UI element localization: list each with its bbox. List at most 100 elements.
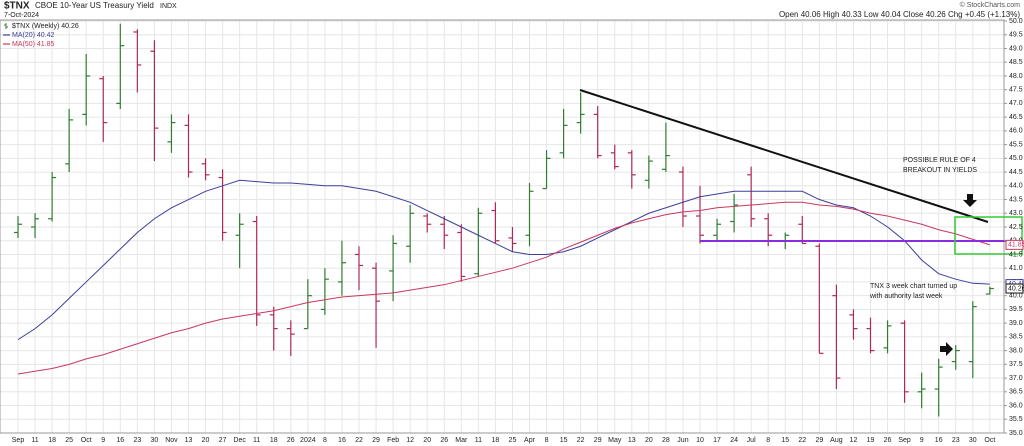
- y-tick-label: 45.5: [1009, 141, 1023, 148]
- x-tick-label: May: [608, 437, 622, 444]
- x-tick-label: Nov: [165, 437, 178, 444]
- quote: Open 40.06 High 40.33 Low 40.04 Close 40…: [779, 10, 1020, 19]
- x-tick-label: 9: [920, 437, 924, 444]
- x-tick-label: 8: [545, 437, 549, 444]
- x-tick-label: 12: [406, 437, 414, 444]
- y-tick-label: 35.5: [1009, 416, 1023, 423]
- y-tick-label: 35.0: [1009, 430, 1023, 437]
- x-tick-label: Mar: [455, 437, 468, 444]
- x-tick-label: 10: [696, 437, 704, 444]
- x-tick-label: 18: [492, 437, 500, 444]
- annotation: with authority last week: [869, 293, 943, 300]
- y-tick-label: 44.0: [1009, 183, 1023, 190]
- y-tick-label: 49.0: [1009, 45, 1023, 52]
- x-tick-label: 16: [116, 437, 124, 444]
- date: 7-Oct-2024: [4, 12, 39, 19]
- x-tick-label: 13: [185, 437, 193, 444]
- x-tick-label: 25: [509, 437, 517, 444]
- x-tick-label: 16: [338, 437, 346, 444]
- y-tick-label: 36.0: [1009, 402, 1023, 409]
- x-tick-label: 12: [850, 437, 858, 444]
- y-tick-label: 46.5: [1009, 114, 1023, 121]
- x-tick-label: 2024: [300, 437, 316, 444]
- x-tick-label: 17: [713, 437, 721, 444]
- last-value-box: [1005, 239, 1024, 250]
- x-tick-label: 8: [323, 437, 327, 444]
- y-tick-label: 41.5: [1009, 251, 1023, 258]
- legend-entry: MA(20) 40.42: [12, 32, 55, 39]
- right-arrow: [940, 342, 953, 356]
- last-value-box: [1005, 283, 1024, 294]
- y-tick-label: 36.5: [1009, 389, 1023, 396]
- breakout-box: [954, 216, 1023, 255]
- y-tick-label: 39.5: [1009, 306, 1023, 313]
- exchange: INDX: [160, 3, 177, 10]
- x-tick-label: 13: [628, 437, 636, 444]
- x-tick-label: Oct: [81, 437, 92, 444]
- x-tick-label: Sep: [898, 437, 911, 444]
- x-tick-label: Apr: [524, 437, 536, 444]
- x-tick-label: Jul: [747, 437, 756, 444]
- down-arrow: [963, 194, 977, 207]
- ma-line: [17, 201, 991, 375]
- y-tick-label: 49.5: [1009, 32, 1023, 39]
- y-tick-label: 48.5: [1009, 59, 1023, 66]
- x-tick-label: 29: [815, 437, 823, 444]
- y-tick-label: 40.0: [1009, 293, 1023, 300]
- x-tick-label: 23: [952, 437, 960, 444]
- x-tick-label: 20: [202, 437, 210, 444]
- x-tick-label: 26: [440, 437, 448, 444]
- annotation: BREAKOUT IN YIELDS: [903, 167, 977, 174]
- y-tick-label: 46.0: [1009, 128, 1023, 135]
- credit: © StockCharts.com: [960, 1, 1021, 9]
- y-tick-label: 43.0: [1009, 210, 1023, 217]
- x-tick-label: 24: [730, 437, 738, 444]
- symbol: $TNX: [4, 1, 30, 12]
- legend-swatch: [4, 23, 8, 29]
- y-tick-label: 47.5: [1009, 87, 1023, 94]
- x-tick-label: 15: [560, 437, 568, 444]
- y-tick-label: 38.0: [1009, 347, 1023, 354]
- ma-line: [17, 179, 990, 341]
- annotation: TNX 3 week chart turned up: [870, 283, 957, 290]
- x-tick-label: 8: [766, 437, 770, 444]
- x-tick-label: 19: [867, 437, 875, 444]
- x-tick-label: 18: [270, 437, 278, 444]
- y-tick-label: 45.0: [1009, 155, 1023, 162]
- y-tick-label: 50.0: [1009, 18, 1023, 25]
- x-tick-label: 16: [935, 437, 943, 444]
- y-tick-label: 39.0: [1009, 320, 1023, 327]
- x-tick-label: 22: [355, 437, 363, 444]
- x-tick-label: 30: [969, 437, 977, 444]
- x-tick-label: 25: [65, 437, 73, 444]
- x-tick-label: Aug: [830, 437, 843, 444]
- y-tick-label: 42.5: [1009, 224, 1023, 231]
- x-tick-label: 22: [577, 437, 585, 444]
- y-tick-label: 41.0: [1009, 265, 1023, 272]
- x-tick-label: 11: [475, 437, 482, 444]
- x-tick-label: 26: [287, 437, 295, 444]
- y-tick-label: 48.0: [1009, 73, 1023, 80]
- x-tick-label: 15: [781, 437, 789, 444]
- y-tick-label: 44.5: [1009, 169, 1023, 176]
- y-tick-label: 37.5: [1009, 361, 1023, 368]
- legend-entry: $TNX (Weekly) 40.26: [12, 23, 79, 30]
- annotation: POSSIBLE RULE OF 4: [903, 157, 976, 164]
- x-tick-label: 27: [219, 437, 227, 444]
- x-tick-label: Sep: [12, 437, 25, 444]
- x-tick-label: 28: [662, 437, 670, 444]
- last-value-label: 41.85: [1008, 242, 1024, 249]
- x-tick-label: 9: [101, 437, 105, 444]
- x-tick-label: Oct: [984, 437, 995, 444]
- x-tick-label: 11: [31, 437, 38, 444]
- x-tick-label: 23: [133, 437, 141, 444]
- x-tick-label: Jun: [677, 437, 688, 444]
- x-tick-label: Dec: [233, 437, 246, 444]
- legend-entry: MA(50) 41.85: [12, 41, 55, 48]
- x-tick-label: 20: [645, 437, 653, 444]
- y-tick-label: 43.5: [1009, 196, 1023, 203]
- x-tick-label: 20: [423, 437, 431, 444]
- x-tick-label: 26: [884, 437, 892, 444]
- x-tick-label: 29: [372, 437, 380, 444]
- last-value-label: 40.26: [1008, 285, 1024, 292]
